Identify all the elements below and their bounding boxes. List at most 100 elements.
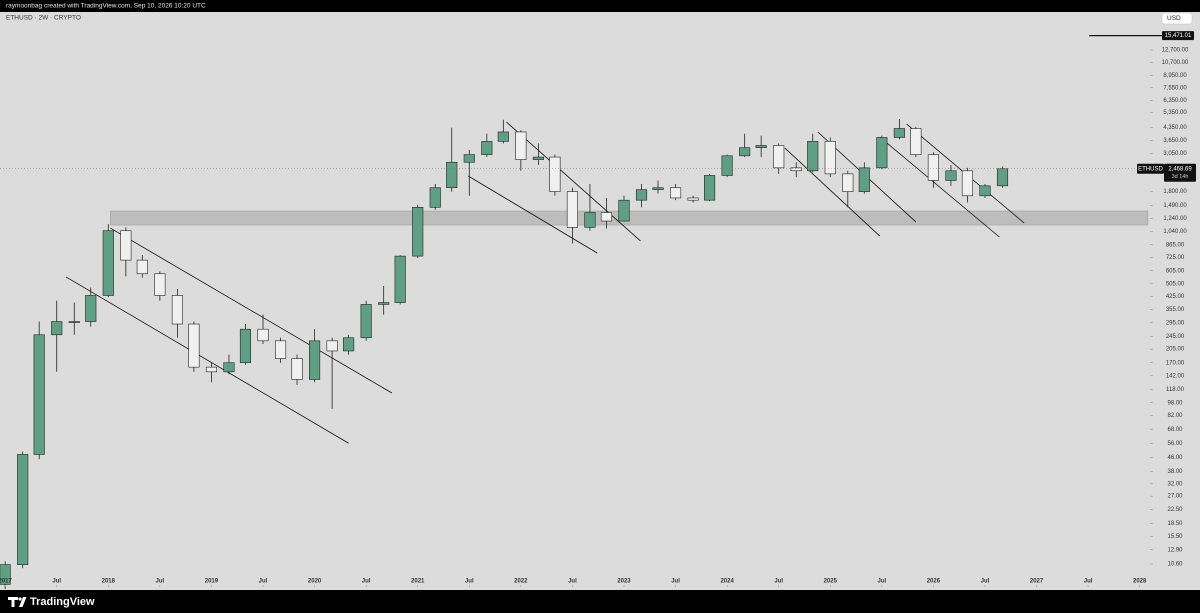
candle-body bbox=[85, 295, 97, 322]
candle-body bbox=[102, 230, 114, 296]
x-tick-label: Jul bbox=[362, 579, 371, 585]
x-tick-label: 2021 bbox=[411, 579, 425, 585]
x-tick-label: Jul bbox=[156, 579, 165, 585]
chart-title: ETHUSD · 2W · CRYPTO bbox=[6, 15, 81, 22]
x-tick-label: Jul bbox=[259, 579, 268, 585]
candle-body bbox=[429, 187, 441, 208]
candle-body bbox=[446, 161, 458, 189]
candle-body bbox=[188, 323, 200, 368]
x-tick-label: 2023 bbox=[617, 579, 631, 585]
trendline bbox=[65, 276, 349, 444]
x-tick-label: 2020 bbox=[308, 579, 322, 585]
candle-body bbox=[927, 154, 939, 181]
currency[interactable]: USD bbox=[1167, 15, 1181, 22]
trendline bbox=[879, 136, 1000, 238]
y-tick-label: 6,350.00 bbox=[1163, 98, 1187, 104]
candle-body bbox=[807, 141, 819, 172]
candle-body bbox=[309, 340, 321, 380]
y-tick-label: 56.00 bbox=[1167, 441, 1183, 447]
y-tick-label: 118.00 bbox=[1166, 387, 1185, 393]
y-tick-label: 27.00 bbox=[1167, 494, 1183, 500]
y-tick-label: 32.00 bbox=[1167, 481, 1183, 487]
candle-body bbox=[773, 145, 785, 169]
y-tick-label: 46.00 bbox=[1167, 455, 1183, 461]
x-tick-label: 2017 bbox=[0, 579, 12, 585]
x-tick-label: Jul bbox=[671, 579, 680, 585]
y-tick-label: 82.00 bbox=[1167, 413, 1183, 419]
brand: TradingView bbox=[30, 596, 95, 608]
candle-body bbox=[979, 185, 991, 197]
y-tick-label: 22.50 bbox=[1167, 507, 1183, 513]
y-tick-label: 865.00 bbox=[1166, 242, 1185, 248]
y-tick-label: 12.90 bbox=[1167, 547, 1183, 553]
candle-body bbox=[0, 564, 11, 585]
x-tick-label: 2025 bbox=[824, 579, 838, 585]
candle-body bbox=[635, 189, 648, 201]
candle-body bbox=[549, 156, 561, 192]
candle-body bbox=[687, 197, 699, 201]
last-symbol: ETHUSD bbox=[1138, 166, 1163, 172]
y-tick-label: 38.00 bbox=[1167, 469, 1183, 475]
x-tick-label: Jul bbox=[981, 579, 990, 585]
y-tick-label: 505.00 bbox=[1166, 281, 1185, 287]
y-tick-label: 98.00 bbox=[1167, 400, 1183, 406]
candle-body bbox=[618, 199, 630, 222]
y-tick-label: 142.00 bbox=[1166, 373, 1185, 379]
x-tick-label: 2028 bbox=[1133, 579, 1147, 585]
y-tick-label: 3,650.00 bbox=[1163, 138, 1187, 144]
y-tick-label: 12,700.00 bbox=[1162, 48, 1189, 54]
marker-box bbox=[1162, 31, 1194, 41]
candle-body bbox=[17, 454, 29, 565]
candle-body bbox=[961, 170, 974, 197]
candle-body bbox=[945, 170, 957, 181]
y-tick-label: 245.00 bbox=[1166, 334, 1185, 340]
candle-body bbox=[996, 168, 1009, 187]
candle-body bbox=[223, 362, 235, 373]
candle-body bbox=[652, 187, 664, 190]
x-tick-label: Jul bbox=[568, 579, 577, 585]
x-tick-label: Jul bbox=[465, 579, 474, 585]
countdown: 3d 14h bbox=[1172, 174, 1189, 180]
candle-body bbox=[274, 340, 287, 359]
candle-body bbox=[566, 191, 578, 228]
trendline bbox=[506, 121, 641, 242]
candle-body bbox=[858, 167, 870, 192]
candle-body bbox=[171, 295, 183, 325]
candle-body bbox=[721, 155, 733, 176]
candle-body bbox=[412, 207, 424, 257]
currency-box[interactable] bbox=[1161, 12, 1193, 25]
candle-body bbox=[378, 302, 390, 305]
y-tick-label: 725.00 bbox=[1166, 255, 1185, 261]
y-tick-label: 3,050.00 bbox=[1163, 151, 1187, 157]
candle-body bbox=[755, 145, 767, 148]
marker-label: 15,471.01 bbox=[1165, 33, 1192, 39]
y-tick-label: 605.00 bbox=[1166, 268, 1185, 274]
x-tick-label: 2019 bbox=[205, 579, 219, 585]
chart-background bbox=[0, 12, 1200, 590]
y-tick-label: 10.60 bbox=[1167, 562, 1183, 568]
y-tick-label: 7,550.00 bbox=[1163, 85, 1187, 91]
x-tick-label: Jul bbox=[878, 579, 887, 585]
y-tick-label: 1,240.00 bbox=[1163, 216, 1187, 222]
candle-body bbox=[239, 328, 252, 364]
candle-body bbox=[291, 358, 303, 380]
candle-body bbox=[154, 273, 166, 296]
last-price: 2,468.69 bbox=[1168, 166, 1192, 172]
y-tick-label: 4,350.00 bbox=[1163, 125, 1187, 131]
candle-body bbox=[481, 141, 493, 155]
y-tick-label: 205.00 bbox=[1166, 347, 1185, 353]
y-tick-label: 1,490.00 bbox=[1163, 203, 1187, 209]
candle-body bbox=[326, 340, 338, 352]
header: raymoonbag created with TradingView.com,… bbox=[6, 3, 206, 10]
x-tick-label: Jul bbox=[774, 579, 783, 585]
candle-body bbox=[842, 173, 854, 192]
candle-body bbox=[205, 366, 217, 373]
candle-body bbox=[515, 131, 527, 160]
candle-body bbox=[876, 137, 888, 169]
y-tick-label: 68.00 bbox=[1167, 427, 1183, 433]
candle-body bbox=[51, 321, 63, 336]
y-tick-label: 1,800.00 bbox=[1163, 189, 1187, 195]
y-tick-label: 10,700.00 bbox=[1162, 60, 1189, 66]
candle-body bbox=[739, 147, 751, 157]
